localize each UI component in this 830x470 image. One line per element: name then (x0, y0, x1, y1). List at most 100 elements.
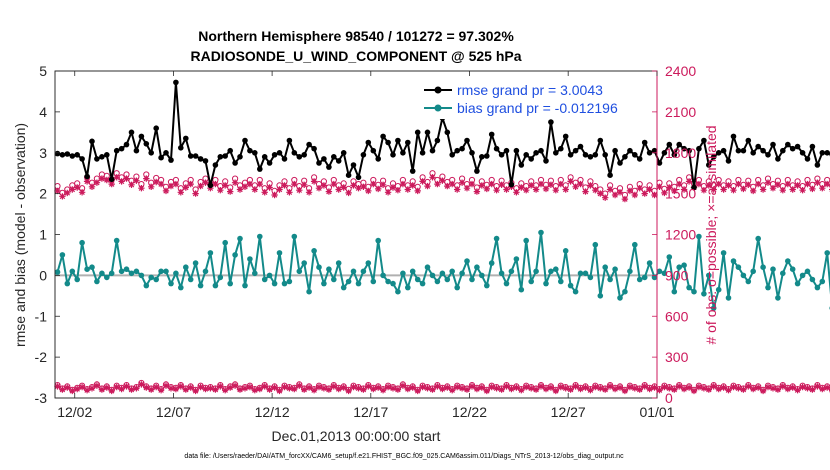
obs-assimilated-point (207, 185, 214, 192)
legend-box (420, 81, 650, 119)
bias-point (385, 278, 391, 285)
obs-assimilated-point (59, 193, 66, 200)
bias-point (355, 280, 362, 287)
obs-assimilated-point (143, 384, 150, 391)
bias-point (74, 276, 80, 283)
obs-assimilated-point (528, 385, 535, 392)
bias-point (252, 270, 258, 277)
rmse-point (187, 153, 194, 159)
bias-point (646, 260, 653, 266)
bias-point (622, 288, 628, 295)
bias-point (725, 295, 732, 301)
bias-point (543, 280, 549, 287)
bias-point (627, 268, 633, 275)
obs-assimilated-point (710, 383, 717, 390)
rmse-point (676, 141, 682, 148)
bias-point (153, 276, 159, 283)
rmse-point (799, 150, 806, 156)
obs-assimilated-point (449, 387, 456, 394)
obs-assimilated-point (562, 186, 569, 193)
bias-point (335, 260, 342, 266)
obs-assimilated-point (720, 186, 727, 193)
bias-point (488, 260, 495, 266)
bias-point (316, 264, 322, 271)
rmse-point (656, 160, 663, 166)
obs-assimilated-point (794, 182, 801, 189)
obs-assimilated-point (439, 177, 446, 184)
obs-assimilated-point (88, 385, 96, 392)
obs-assimilated-point (409, 182, 416, 189)
bias-point (789, 266, 796, 273)
rmse-point (276, 150, 283, 156)
rmse-point (479, 154, 485, 160)
obs-assimilated-point (602, 386, 609, 393)
obs-assimilated-point (631, 191, 638, 199)
plot-area (54, 70, 658, 399)
obs-assimilated-point (458, 179, 466, 186)
obs-assimilated-point (325, 188, 333, 195)
obs-assimilated-point (167, 385, 175, 392)
bias-point (597, 293, 604, 299)
obs-assimilated-point (222, 387, 229, 394)
obs-assimilated-point (626, 187, 634, 195)
bias-point (192, 260, 199, 266)
obs-assimilated-point (148, 183, 155, 190)
obs-assimilated-point (296, 187, 303, 194)
obs-assimilated-point (157, 387, 165, 394)
rmse-point (562, 133, 569, 140)
obs-assimilated-point (562, 385, 569, 392)
bias-point (479, 272, 485, 279)
obs-assimilated-point (508, 385, 515, 393)
obs-assimilated-point (789, 384, 796, 391)
y-right-tick-label: 1500 (665, 186, 696, 202)
obs-assimilated-point (355, 385, 362, 392)
obs-assimilated-point (478, 384, 485, 391)
y-left-tick-label: 2 (39, 186, 47, 202)
obs-assimilated-point (177, 189, 184, 196)
obs-assimilated-point (592, 383, 599, 391)
obs-assimilated-point (759, 387, 767, 395)
obs-assimilated-point (113, 174, 120, 181)
obs-assimilated-point (799, 383, 806, 391)
bias-point (765, 284, 771, 291)
obs-assimilated-point (799, 187, 806, 194)
bias-point (607, 276, 613, 283)
rmse-point (558, 145, 564, 152)
obs-assimilated-point (286, 385, 293, 392)
bias-point (276, 250, 283, 256)
rmse-point (178, 145, 184, 151)
rmse-point (385, 139, 391, 146)
obs-assimilated-point (118, 178, 125, 185)
obs-assimilated-point (700, 187, 708, 194)
bias-point (577, 270, 584, 277)
bias-point (612, 266, 618, 273)
obs-assimilated-point (167, 182, 175, 190)
bias-point (819, 278, 826, 285)
rmse-point (474, 168, 480, 174)
obs-assimilated-point (162, 382, 170, 389)
rmse-point (775, 156, 781, 162)
rmse-point (622, 154, 628, 160)
obs-assimilated-point (597, 385, 604, 392)
rmse-point (74, 152, 80, 158)
bias-point (636, 276, 643, 283)
bias-point (104, 274, 110, 281)
obs-assimilated-point (197, 383, 204, 391)
bias-point (701, 291, 707, 297)
obs-assimilated-point (488, 180, 495, 188)
obs-assimilated-point (750, 187, 757, 195)
bias-point (419, 280, 426, 287)
rmse-point (128, 129, 135, 136)
bias-point (113, 237, 120, 244)
obs-assimilated-point (483, 185, 490, 193)
rmse-point (306, 141, 312, 148)
obs-assimilated-point (320, 385, 328, 392)
x-axis-label: Dec.01,2013 00:00:00 start (272, 428, 441, 444)
rmse-point (414, 129, 421, 136)
obs-assimilated-point (207, 385, 214, 392)
bias-point (572, 288, 579, 295)
rmse-point (99, 154, 105, 160)
bias-point (548, 268, 554, 275)
rmse-point (419, 150, 426, 156)
